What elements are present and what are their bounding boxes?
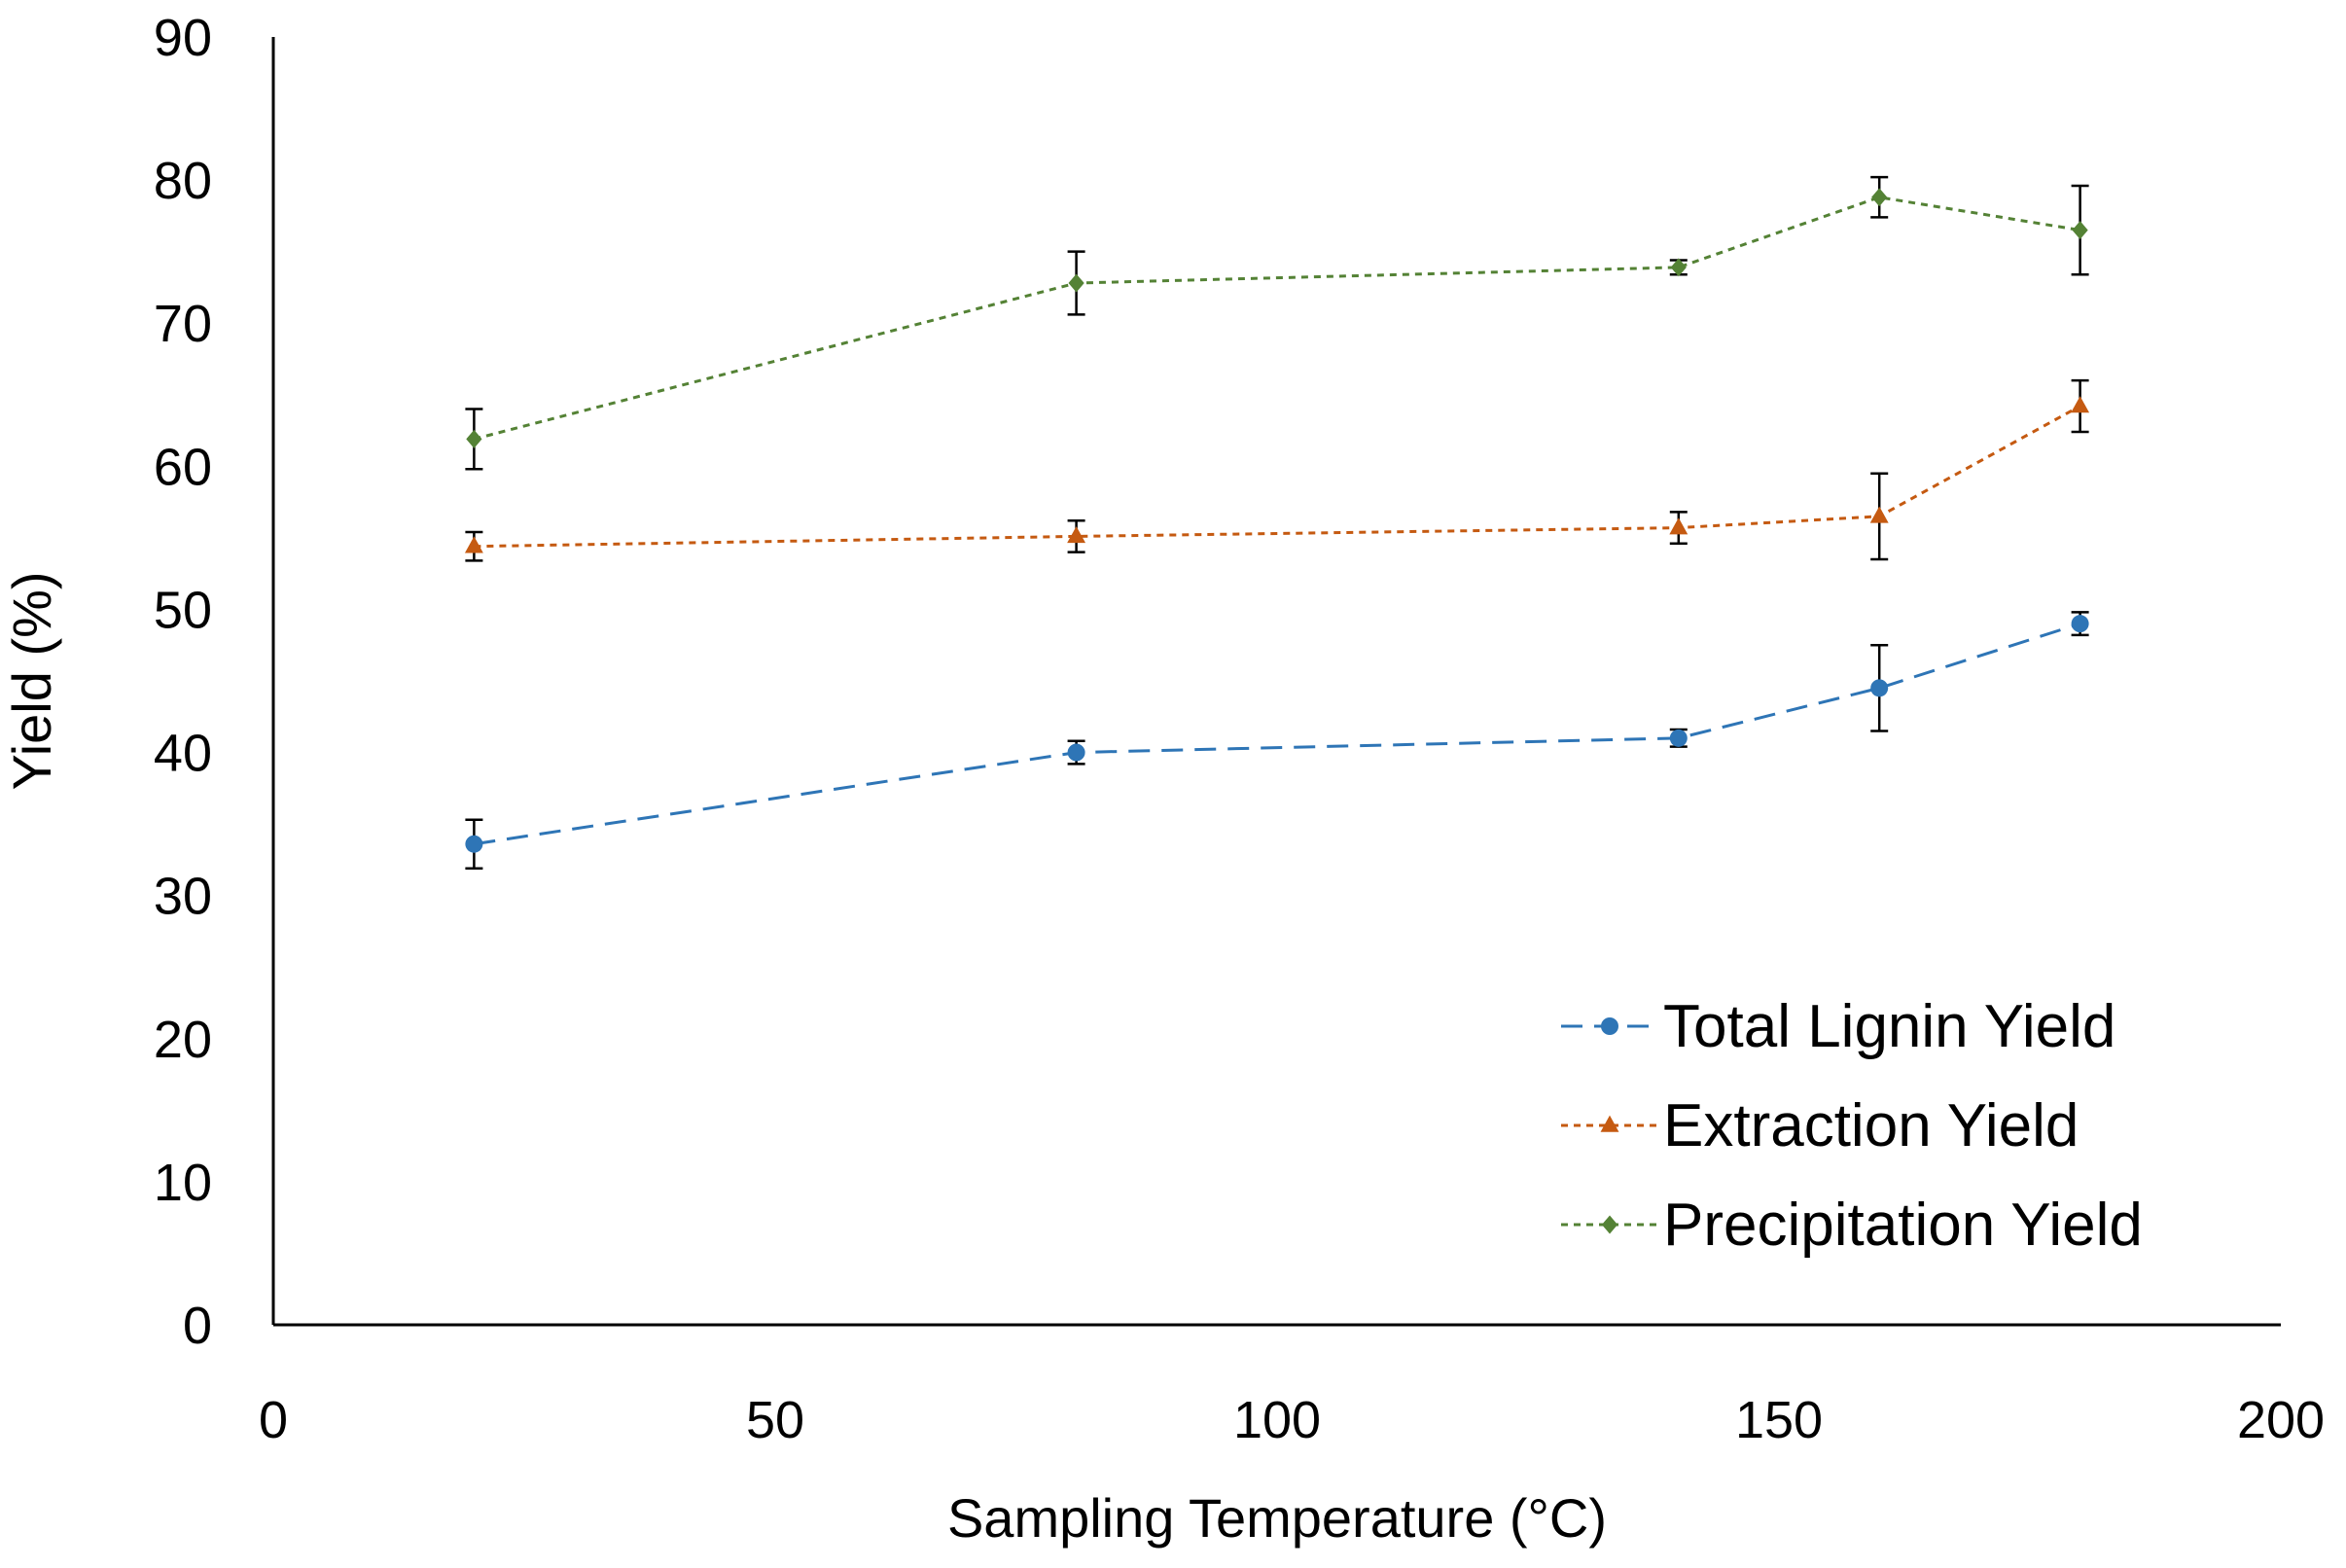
data-point: [1068, 273, 1084, 293]
data-point: [464, 536, 483, 553]
y-tick-label: 90: [154, 9, 212, 67]
y-tick-label: 40: [154, 725, 212, 783]
data-point: [466, 429, 482, 448]
data-point: [1669, 517, 1688, 535]
data-point: [1669, 729, 1688, 747]
data-point: [465, 835, 483, 853]
data-point: [2071, 615, 2089, 633]
y-tick-label: 30: [154, 868, 212, 926]
y-tick-label: 10: [154, 1154, 212, 1212]
series-2: [464, 378, 2090, 562]
y-axis-title: Yield (%): [1, 571, 62, 790]
legend-item: Extraction Yield: [1561, 1092, 2079, 1159]
x-axis-title: Sampling Temperature (°C): [947, 1487, 1607, 1549]
y-tick-label: 80: [154, 152, 212, 210]
series-line: [474, 622, 2081, 846]
y-tick-label: 0: [183, 1297, 212, 1355]
tick-labels: 0 10 20 30 40 50 60 70 80 90 0 50 100 150 200: [154, 9, 2325, 1449]
data-point: [1067, 526, 1086, 544]
data-point: [1870, 679, 1889, 697]
legend-marker: [1600, 1115, 1619, 1132]
data-point: [1869, 506, 1889, 523]
series-3: [465, 175, 2089, 471]
y-tick-label: 60: [154, 438, 212, 496]
legend-item: Precipitation Yield: [1561, 1192, 2143, 1259]
x-tick-label: 50: [746, 1391, 804, 1449]
legend-label: Extraction Yield: [1663, 1092, 2079, 1159]
data-point: [1670, 258, 1687, 277]
legend-item: Total Lignin Yield: [1561, 993, 2115, 1060]
legend-label: Total Lignin Yield: [1663, 993, 2115, 1060]
data-point: [1067, 743, 1085, 762]
x-tick-label: 150: [1735, 1391, 1823, 1449]
y-tick-label: 50: [154, 581, 212, 639]
series-line: [474, 405, 2081, 549]
legend-marker: [1601, 1215, 1618, 1234]
legend: Total Lignin Yield Extraction Yield Precip…: [1561, 993, 2143, 1259]
axes: [271, 37, 2281, 1327]
data-point: [2072, 221, 2088, 240]
series-line: [474, 196, 2080, 441]
legend-marker: [1601, 1017, 1618, 1035]
data-point: [2071, 396, 2090, 413]
x-tick-label: 0: [259, 1391, 288, 1449]
series-1: [465, 611, 2089, 870]
y-tick-label: 70: [154, 295, 212, 353]
x-tick-label: 100: [1233, 1391, 1321, 1449]
x-tick-label: 200: [2237, 1391, 2325, 1449]
legend-label: Precipitation Yield: [1663, 1192, 2143, 1259]
plot-area: [464, 175, 2090, 870]
y-tick-label: 20: [154, 1011, 212, 1069]
data-point: [1871, 188, 1888, 207]
